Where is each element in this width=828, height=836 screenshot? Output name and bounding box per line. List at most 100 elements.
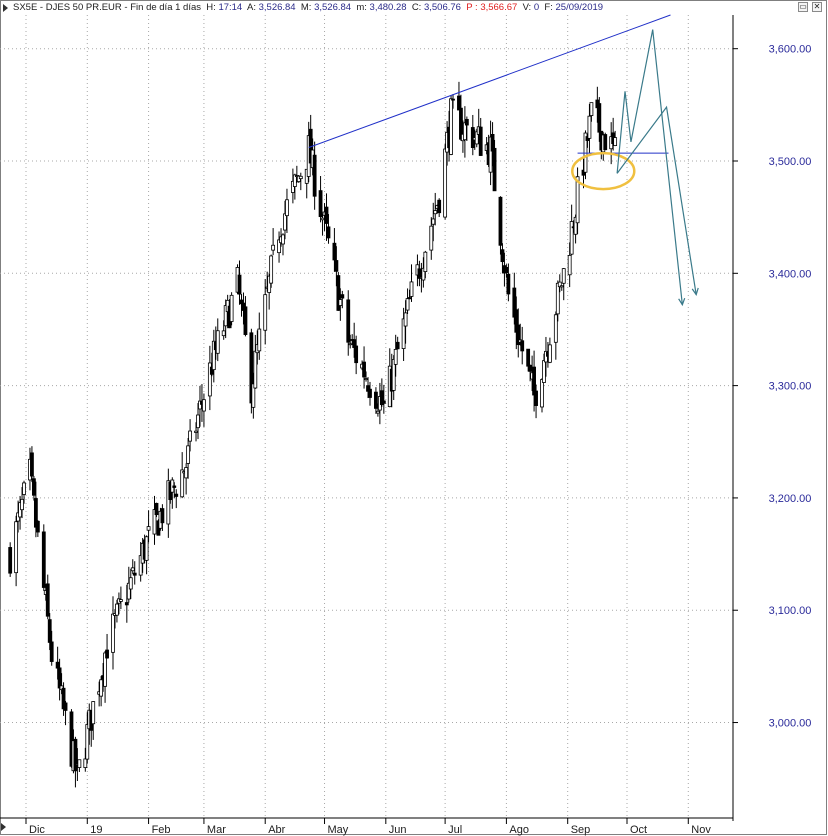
f-value: 25/09/2019: [555, 2, 604, 13]
scroll-left-icon[interactable]: [1, 823, 6, 831]
candle-body: [500, 249, 505, 263]
candle-body: [449, 98, 453, 155]
v-label: V:: [522, 2, 532, 13]
candle-body: [559, 285, 564, 288]
v-value: 0: [533, 2, 540, 13]
candle-body: [251, 383, 256, 408]
candle-body: [30, 452, 34, 477]
symbol: SX5E: [13, 2, 38, 13]
candle-body: [172, 485, 177, 488]
candle-body: [105, 649, 109, 659]
candle-body: [132, 572, 137, 576]
h-value: 17:14: [218, 2, 243, 13]
x-tick-label: 19: [90, 824, 102, 836]
close-button[interactable]: ✕: [812, 2, 822, 12]
candle-body: [49, 641, 54, 662]
candle-body: [47, 619, 52, 643]
candle-body: [348, 343, 353, 346]
candle-body: [215, 330, 220, 354]
candle-body: [83, 758, 88, 768]
candle-body: [186, 445, 191, 464]
grid: [0, 15, 733, 818]
m-value: 3,526.84: [314, 2, 352, 13]
x-tick-label: Jun: [389, 824, 407, 836]
min-label: m:: [356, 2, 367, 13]
a-label: A:: [246, 2, 256, 13]
candle-body: [506, 273, 511, 295]
candle-body: [364, 378, 368, 381]
candle-body: [124, 602, 129, 606]
y-tick-label: 3,200.00: [769, 493, 812, 505]
candle-body: [237, 274, 242, 295]
candle-body: [243, 306, 248, 335]
candle-body: [85, 724, 90, 760]
candle-body: [587, 115, 592, 139]
candle-body: [429, 225, 434, 251]
candle-body: [423, 251, 428, 272]
candle-body: [583, 132, 588, 173]
x-tick-label: Ago: [509, 824, 529, 836]
candle-body: [569, 221, 574, 255]
candle-body: [221, 330, 226, 337]
candle-body: [338, 299, 343, 306]
candle-body: [41, 531, 46, 588]
candle-body: [146, 526, 151, 531]
candle-body: [318, 190, 323, 218]
candle-body: [340, 294, 345, 299]
candle-body: [160, 508, 165, 524]
restore-button[interactable]: ▭: [798, 2, 808, 12]
candle-body: [409, 281, 414, 297]
projection-arrowhead: [691, 287, 699, 297]
candle-body: [443, 148, 448, 218]
menu-arrow-icon[interactable]: [3, 4, 8, 12]
candle-body: [597, 103, 602, 133]
candles: [8, 81, 618, 788]
m-label: M:: [300, 2, 312, 13]
candle-body: [451, 98, 455, 101]
highlight-ellipse: [571, 151, 636, 191]
candle-body: [55, 661, 60, 669]
candle-body: [283, 213, 287, 231]
candle-body: [128, 577, 133, 590]
candle-body: [464, 118, 469, 126]
annotations: [308, 14, 699, 307]
candle-body: [433, 210, 438, 215]
a-value: 3,526.84: [258, 2, 296, 13]
candle-body: [561, 268, 566, 284]
h-label: H:: [206, 2, 216, 13]
candle-body: [180, 469, 185, 498]
y-tick-label: 3,300.00: [769, 381, 812, 393]
candle-body: [320, 217, 325, 221]
candle-body: [555, 282, 560, 315]
candle-body: [22, 482, 26, 495]
candle-body: [504, 266, 509, 274]
x-tick-label: Mar: [207, 824, 226, 836]
candle-body: [111, 613, 115, 653]
y-tick-label: 3,100.00: [769, 605, 812, 617]
candle-body: [257, 328, 262, 352]
candle-body: [269, 255, 274, 284]
candle-body: [334, 260, 339, 272]
candle-body: [130, 567, 135, 572]
candle-body: [249, 332, 254, 404]
candle-body: [381, 400, 386, 404]
candle-body: [547, 344, 552, 363]
header-info: SX5E - DJES 50 PR.EUR - Fin de día 1 día…: [13, 2, 604, 13]
candle-body: [33, 498, 38, 528]
p-label: P :: [466, 2, 478, 13]
x-tick-label: Oct: [630, 824, 647, 836]
candle-body: [603, 134, 608, 151]
candle-body: [532, 366, 536, 396]
candle-body: [45, 583, 50, 617]
candle-body: [613, 137, 618, 146]
axes: 3,000.00 3,100.00 3,200.00 3,300.00 3,400.00…: [0, 15, 811, 836]
candle-body: [354, 345, 359, 364]
candle-body: [575, 176, 580, 224]
f-label: F:: [544, 2, 553, 13]
candle-body: [540, 379, 544, 408]
candle-body: [534, 390, 538, 406]
candle-body: [326, 226, 331, 239]
x-tick-label: Dic: [29, 824, 45, 836]
instrument-name: DJES 50 PR.EUR: [45, 2, 122, 13]
